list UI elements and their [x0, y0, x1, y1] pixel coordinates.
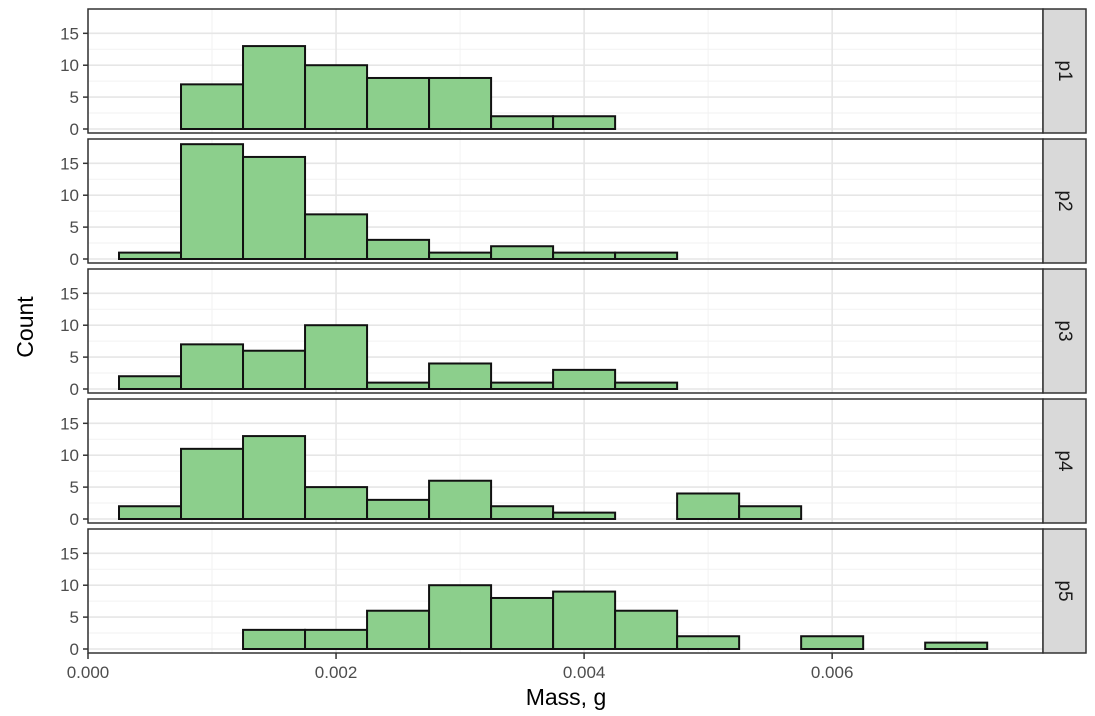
histogram-bar	[118, 375, 183, 391]
facet-strip-label: p2	[1054, 190, 1075, 211]
histogram-bar	[552, 511, 617, 521]
histogram-bar	[180, 143, 245, 261]
histogram-bar	[242, 435, 307, 521]
histogram-bar	[428, 479, 493, 521]
facet-panel-p3: 0 5 10 15 p3	[60, 268, 1087, 399]
facet-strip	[1042, 8, 1087, 134]
histogram-bar	[614, 251, 679, 261]
histogram-bar	[180, 343, 245, 390]
histogram-bar	[304, 324, 369, 390]
histogram-bar	[552, 251, 617, 261]
x-axis: 0.000 0.002 0.004 0.006	[67, 653, 854, 682]
y-tick-label: 0	[70, 380, 79, 399]
y-tick-label: 15	[60, 284, 79, 303]
y-tick-label: 15	[60, 24, 79, 43]
y-tick-label: 15	[60, 414, 79, 433]
facet-panel-p5: 0 5 10 15 p5	[60, 528, 1087, 659]
histogram-bar	[366, 381, 431, 390]
histogram-bar	[614, 609, 679, 651]
histogram-bar	[304, 486, 369, 520]
histogram-bar	[924, 641, 989, 651]
y-tick-label: 5	[70, 348, 79, 367]
y-tick-label: 5	[70, 608, 79, 627]
y-tick-label: 10	[60, 576, 79, 595]
histogram-bar	[490, 381, 555, 390]
histogram-bar	[366, 238, 431, 261]
histogram-bar	[490, 505, 555, 521]
facet-strip-label: p1	[1054, 60, 1075, 81]
facet-panel-p2: 0 5 10 15 p2	[60, 138, 1087, 269]
facet-strip-label: p4	[1054, 450, 1075, 472]
y-tick-label: 0	[70, 640, 79, 659]
y-tick-label: 0	[70, 120, 79, 139]
histogram-bar	[490, 115, 555, 130]
histogram-bar	[428, 362, 493, 390]
histogram-bar	[366, 76, 431, 131]
histogram-bar	[180, 83, 245, 130]
histogram-bar	[304, 213, 369, 260]
y-tick-label: 5	[70, 88, 79, 107]
y-tick-label: 0	[70, 250, 79, 269]
histogram-bar	[242, 349, 307, 391]
histogram-bar	[428, 76, 493, 131]
y-tick-label: 5	[70, 478, 79, 497]
histogram-bar	[304, 628, 369, 651]
facet-strip	[1042, 138, 1087, 264]
histogram-bar	[552, 590, 617, 651]
x-tick-label: 0.000	[67, 663, 110, 682]
histogram-bar	[676, 492, 741, 520]
facet-strip	[1042, 528, 1087, 654]
x-tick-label: 0.002	[315, 663, 358, 682]
x-axis-title: Mass, g	[526, 684, 607, 710]
histogram-bar	[490, 245, 555, 260]
facet-strip-label: p3	[1054, 320, 1075, 341]
x-tick-label: 0.006	[811, 663, 854, 682]
x-tick-label: 0.004	[563, 663, 606, 682]
histogram-bar	[428, 251, 493, 261]
y-tick-label: 5	[70, 218, 79, 237]
histogram-bar	[180, 447, 245, 520]
histogram-bar	[800, 635, 865, 650]
facet-strip-label: p5	[1054, 580, 1075, 601]
y-tick-label: 0	[70, 510, 79, 529]
facet-panels: 0 5 10 15 p1 0 5 10 15 p2 0 5 10 15 p3 0 5 10 15 p4 0 5 10 15 p5	[60, 8, 1087, 659]
y-tick-label: 10	[60, 316, 79, 335]
histogram-bar	[242, 45, 307, 131]
histogram-bar	[366, 609, 431, 651]
histogram-bar	[242, 155, 307, 261]
histogram-bar	[428, 584, 493, 650]
histogram-bar	[614, 381, 679, 390]
y-axis-title: Count	[12, 296, 38, 358]
facet-panel-p1: 0 5 10 15 p1	[60, 8, 1087, 139]
histogram-bar	[490, 596, 555, 650]
histogram-bar	[118, 251, 183, 261]
histogram-bar	[304, 64, 369, 130]
histogram-bar	[242, 628, 307, 651]
histogram-bar	[676, 635, 741, 650]
histogram-bar	[552, 115, 617, 130]
histogram-bar	[366, 498, 431, 521]
facet-strip	[1042, 268, 1087, 394]
y-tick-label: 15	[60, 544, 79, 563]
histogram-bar	[738, 505, 803, 521]
y-tick-label: 15	[60, 154, 79, 173]
y-tick-label: 10	[60, 186, 79, 205]
y-tick-label: 10	[60, 446, 79, 465]
facet-strip	[1042, 398, 1087, 524]
histogram-bar	[118, 505, 183, 521]
facet-panel-p4: 0 5 10 15 p4	[60, 398, 1087, 529]
histogram-bar	[552, 368, 617, 391]
y-tick-label: 10	[60, 56, 79, 75]
